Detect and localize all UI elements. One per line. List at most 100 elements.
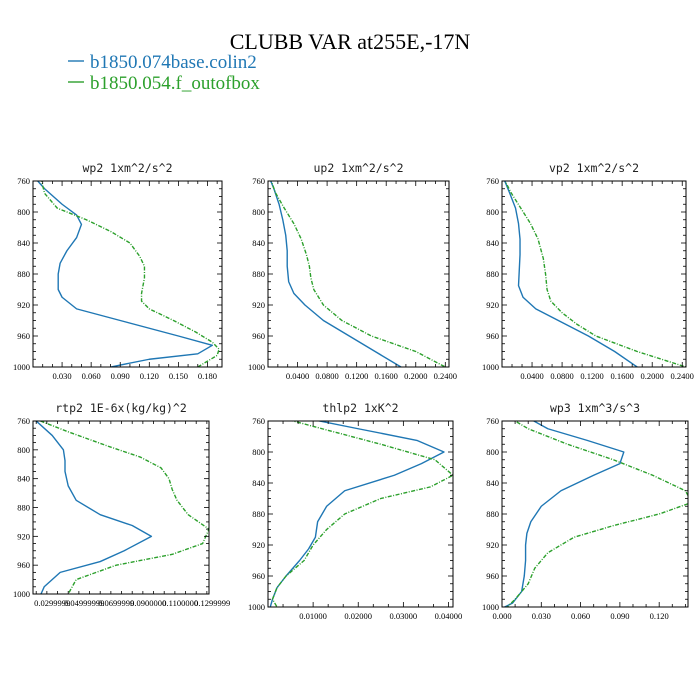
y-tick-label: 760 [486, 176, 499, 186]
x-tick-label: 0.060 [571, 611, 590, 621]
legend-label-1: b1850.074base.colin2 [90, 52, 257, 73]
y-tick-label: 760 [252, 176, 265, 186]
x-tick-label: 0.03000 [390, 611, 418, 621]
x-tick-label: 0.1600 [375, 371, 398, 381]
x-tick-label: 0.2400 [434, 371, 457, 381]
series-line-1 [269, 421, 445, 607]
x-tick-label: 0.150 [169, 371, 188, 381]
panel-title: wp2 1xm^2/s^2 [82, 161, 172, 175]
x-tick-label: 0.030 [532, 611, 551, 621]
x-tick-label: 0.060 [82, 371, 101, 381]
x-tick-label: 0.0900000 [130, 598, 166, 608]
y-tick-label: 840 [17, 238, 30, 248]
x-tick-label: 0.04000 [435, 611, 463, 621]
y-tick-label: 1000 [13, 362, 30, 372]
y-tick-label: 760 [252, 416, 265, 426]
y-tick-label: 800 [17, 445, 30, 455]
series-line-1 [36, 181, 214, 367]
chart-panel: wp2 1xm^2/s^2 760 800 840 880 920 960 1000 0.030… [13, 161, 223, 381]
plot-frame [267, 180, 450, 368]
chart-panel: wp3 1xm^3/s^3 760 800 840 880 920 960 10000.000… [482, 401, 689, 621]
series-line-1 [504, 181, 638, 367]
y-tick-label: 800 [252, 207, 265, 217]
series-line-2 [40, 181, 220, 367]
x-tick-label: 0.120 [650, 611, 669, 621]
series-line-2 [271, 421, 453, 607]
y-tick-label: 880 [252, 509, 265, 519]
chart-panel: vp2 1xm^2/s^2 760 800 840 880 920 960 1000 0.040… [482, 161, 694, 381]
y-tick-label: 1000 [482, 602, 499, 612]
y-tick-label: 760 [17, 176, 30, 186]
x-tick-label: 0.1600 [610, 371, 633, 381]
y-tick-label: 960 [17, 560, 30, 570]
x-tick-label: 0.090 [610, 611, 629, 621]
y-tick-label: 760 [17, 416, 30, 426]
y-tick-label: 880 [486, 269, 499, 279]
series-line-2 [38, 421, 209, 594]
x-tick-label: 0.090 [111, 371, 130, 381]
x-tick-label: 0.0400 [520, 371, 543, 381]
x-tick-label: 0.0800 [315, 371, 338, 381]
chart-panel: up2 1xm^2/s^2 760 800 840 880 920 960 1000 0.040… [248, 161, 457, 381]
x-tick-label: 0.0699999 [98, 598, 134, 608]
x-tick-label: 0.0400 [286, 371, 309, 381]
series-line-1 [504, 421, 625, 607]
x-tick-label: 0.0299999 [34, 598, 70, 608]
panel-title: up2 1xm^2/s^2 [313, 161, 403, 175]
y-tick-label: 880 [17, 269, 30, 279]
y-tick-label: 800 [486, 207, 499, 217]
y-tick-label: 920 [252, 540, 265, 550]
y-tick-label: 920 [252, 300, 265, 310]
panel-title: wp3 1xm^3/s^3 [550, 401, 640, 415]
x-tick-label: 0.04999999 [64, 598, 104, 608]
panel-title: vp2 1xm^2/s^2 [549, 161, 639, 175]
x-tick-label: 0.000 [492, 611, 511, 621]
x-tick-label: 0.2000 [404, 371, 427, 381]
y-tick-label: 920 [486, 300, 499, 310]
y-tick-label: 800 [486, 447, 499, 457]
plot-frame [32, 180, 223, 368]
chart-panel: rtp2 1E-6x(kg/kg)^2 760 800 840 880 920 960 100… [13, 401, 230, 608]
x-tick-label: 0.02000 [344, 611, 372, 621]
y-tick-label: 800 [252, 447, 265, 457]
y-tick-label: 840 [252, 238, 265, 248]
chart-panel: thlp2 1xK^2 760 800 840 880 920 960 1000 0.01000… [248, 401, 462, 621]
y-tick-label: 880 [486, 509, 499, 519]
x-tick-label: 0.2400 [671, 371, 694, 381]
plot-frame [32, 420, 210, 595]
panel-title: rtp2 1E-6x(kg/kg)^2 [55, 401, 187, 415]
y-tick-label: 960 [252, 571, 265, 581]
x-tick-label: 0.1200 [580, 371, 603, 381]
x-tick-label: 0.0800 [550, 371, 573, 381]
legend-label-2: b1850.054.f_outofbox [90, 73, 260, 94]
series-line-2 [270, 181, 446, 367]
y-tick-label: 840 [17, 474, 30, 484]
y-tick-label: 880 [252, 269, 265, 279]
x-tick-label: 0.030 [53, 371, 72, 381]
y-tick-label: 960 [17, 331, 30, 341]
y-tick-label: 960 [486, 331, 499, 341]
figure-title: CLUBB VAR at255E,-17N [230, 29, 471, 54]
x-tick-label: 0.1200 [345, 371, 368, 381]
series-line-1 [35, 421, 153, 594]
x-tick-label: 0.120 [140, 371, 159, 381]
x-tick-label: 0.2000 [641, 371, 664, 381]
y-tick-label: 960 [252, 331, 265, 341]
x-tick-label: 0.01000 [299, 611, 327, 621]
y-tick-label: 760 [486, 416, 499, 426]
y-tick-label: 880 [17, 503, 30, 513]
series-line-2 [506, 421, 688, 607]
y-tick-label: 920 [486, 540, 499, 550]
x-tick-label: 0.1299999 [194, 598, 230, 608]
y-tick-label: 1000 [482, 362, 499, 372]
plot-frame [267, 420, 454, 608]
y-tick-label: 840 [486, 238, 499, 248]
y-tick-label: 960 [486, 571, 499, 581]
x-tick-label: 0.180 [198, 371, 217, 381]
series-line-1 [269, 181, 402, 367]
y-tick-label: 920 [17, 300, 30, 310]
y-tick-label: 1000 [248, 602, 265, 612]
series-line-2 [504, 181, 686, 367]
y-tick-label: 800 [17, 207, 30, 217]
